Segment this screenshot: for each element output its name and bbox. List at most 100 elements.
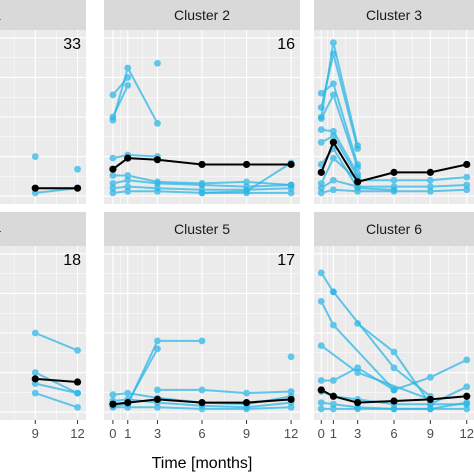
individual-line <box>34 392 79 409</box>
panel-6: Cluster 6 0 1 3 6 9 12 <box>314 212 474 441</box>
data-point <box>390 176 398 184</box>
data-point <box>109 391 117 399</box>
x-tick-label: 9 <box>32 426 39 441</box>
data-point <box>287 181 295 189</box>
mean-point <box>329 392 337 400</box>
individual-line <box>34 371 79 395</box>
individual-series <box>317 91 362 172</box>
data-point <box>463 173 471 181</box>
cluster-count-label: 16 <box>277 36 295 53</box>
data-point <box>317 115 325 122</box>
mean-point <box>31 184 39 192</box>
data-point <box>317 377 325 384</box>
facet-strip <box>104 0 300 30</box>
individual-line <box>356 322 468 406</box>
data-point <box>31 389 39 397</box>
facet-strip-label: r 1 <box>0 7 1 23</box>
data-point <box>317 180 325 187</box>
data-point <box>390 405 398 413</box>
mean-point <box>390 397 398 405</box>
data-point <box>124 183 132 191</box>
data-point <box>354 145 362 153</box>
panel-2: Cluster 2 16 <box>104 0 300 204</box>
x-tick-label: 12 <box>70 426 84 441</box>
data-point <box>329 80 337 88</box>
data-point <box>426 373 434 381</box>
facet-strip <box>104 212 300 246</box>
data-point <box>124 172 132 179</box>
data-point <box>463 181 471 189</box>
data-point <box>124 176 132 184</box>
data-point <box>74 347 81 354</box>
data-point <box>329 321 337 329</box>
mean-series <box>317 386 471 407</box>
facet-strip <box>0 212 86 246</box>
data-point <box>354 184 362 192</box>
mean-point <box>242 160 251 169</box>
data-point <box>124 187 132 195</box>
data-point <box>426 187 434 195</box>
data-point <box>243 389 250 397</box>
x-tick-label: 3 <box>354 426 361 441</box>
facet-strip-label: Cluster 6 <box>366 221 422 237</box>
data-point <box>463 399 471 406</box>
data-point <box>124 81 132 89</box>
individual-line <box>320 271 335 293</box>
data-point <box>329 50 337 58</box>
data-point <box>124 64 132 72</box>
mean-point <box>390 168 398 176</box>
facet-strip-label: Cluster 5 <box>174 221 230 237</box>
mean-point <box>329 138 337 146</box>
individual-series <box>109 74 132 99</box>
individual-series <box>109 172 295 189</box>
x-axis-title: Time [months] <box>152 455 253 472</box>
mean-point <box>109 400 117 408</box>
data-point <box>354 364 362 372</box>
individual-series <box>317 405 471 413</box>
data-point <box>287 403 295 411</box>
individual-series <box>31 369 81 397</box>
data-point <box>329 91 337 99</box>
x-tick-label: 6 <box>198 426 205 441</box>
data-point <box>317 405 325 413</box>
data-point <box>329 39 337 47</box>
data-point <box>198 180 206 187</box>
data-point <box>243 187 250 195</box>
data-point <box>329 400 337 408</box>
data-point <box>154 337 161 345</box>
x-tick-label: 9 <box>243 426 250 441</box>
mean-point <box>287 160 295 169</box>
data-point <box>109 154 117 162</box>
cluster-count-label: 17 <box>277 252 295 269</box>
mean-point <box>124 154 132 162</box>
facet-strip-label: Cluster 3 <box>366 7 422 23</box>
x-tick-label: 12 <box>284 426 298 441</box>
mean-point <box>153 395 162 404</box>
x-tick-label: 3 <box>154 426 161 441</box>
data-point <box>317 399 325 406</box>
panel-1: r 1 33 <box>0 0 86 204</box>
data-point <box>198 386 206 394</box>
individual-line <box>34 382 79 395</box>
data-point <box>243 178 250 186</box>
data-point <box>426 176 434 184</box>
data-point <box>329 377 337 384</box>
data-point <box>154 345 161 353</box>
data-point <box>426 183 434 191</box>
data-point <box>198 189 206 197</box>
data-point <box>329 127 337 135</box>
individual-line <box>320 157 468 185</box>
individual-series <box>154 59 161 67</box>
data-point <box>354 320 362 327</box>
x-tick-label: 1 <box>124 426 131 441</box>
data-point <box>317 189 325 197</box>
mean-point <box>317 386 325 394</box>
mean-point <box>463 392 471 400</box>
panel-4: r 4 18 9 12 <box>0 212 86 441</box>
data-point <box>317 126 325 134</box>
data-point <box>390 186 398 194</box>
data-point <box>287 353 295 361</box>
facet-strip <box>0 0 86 30</box>
individual-series <box>31 389 81 411</box>
